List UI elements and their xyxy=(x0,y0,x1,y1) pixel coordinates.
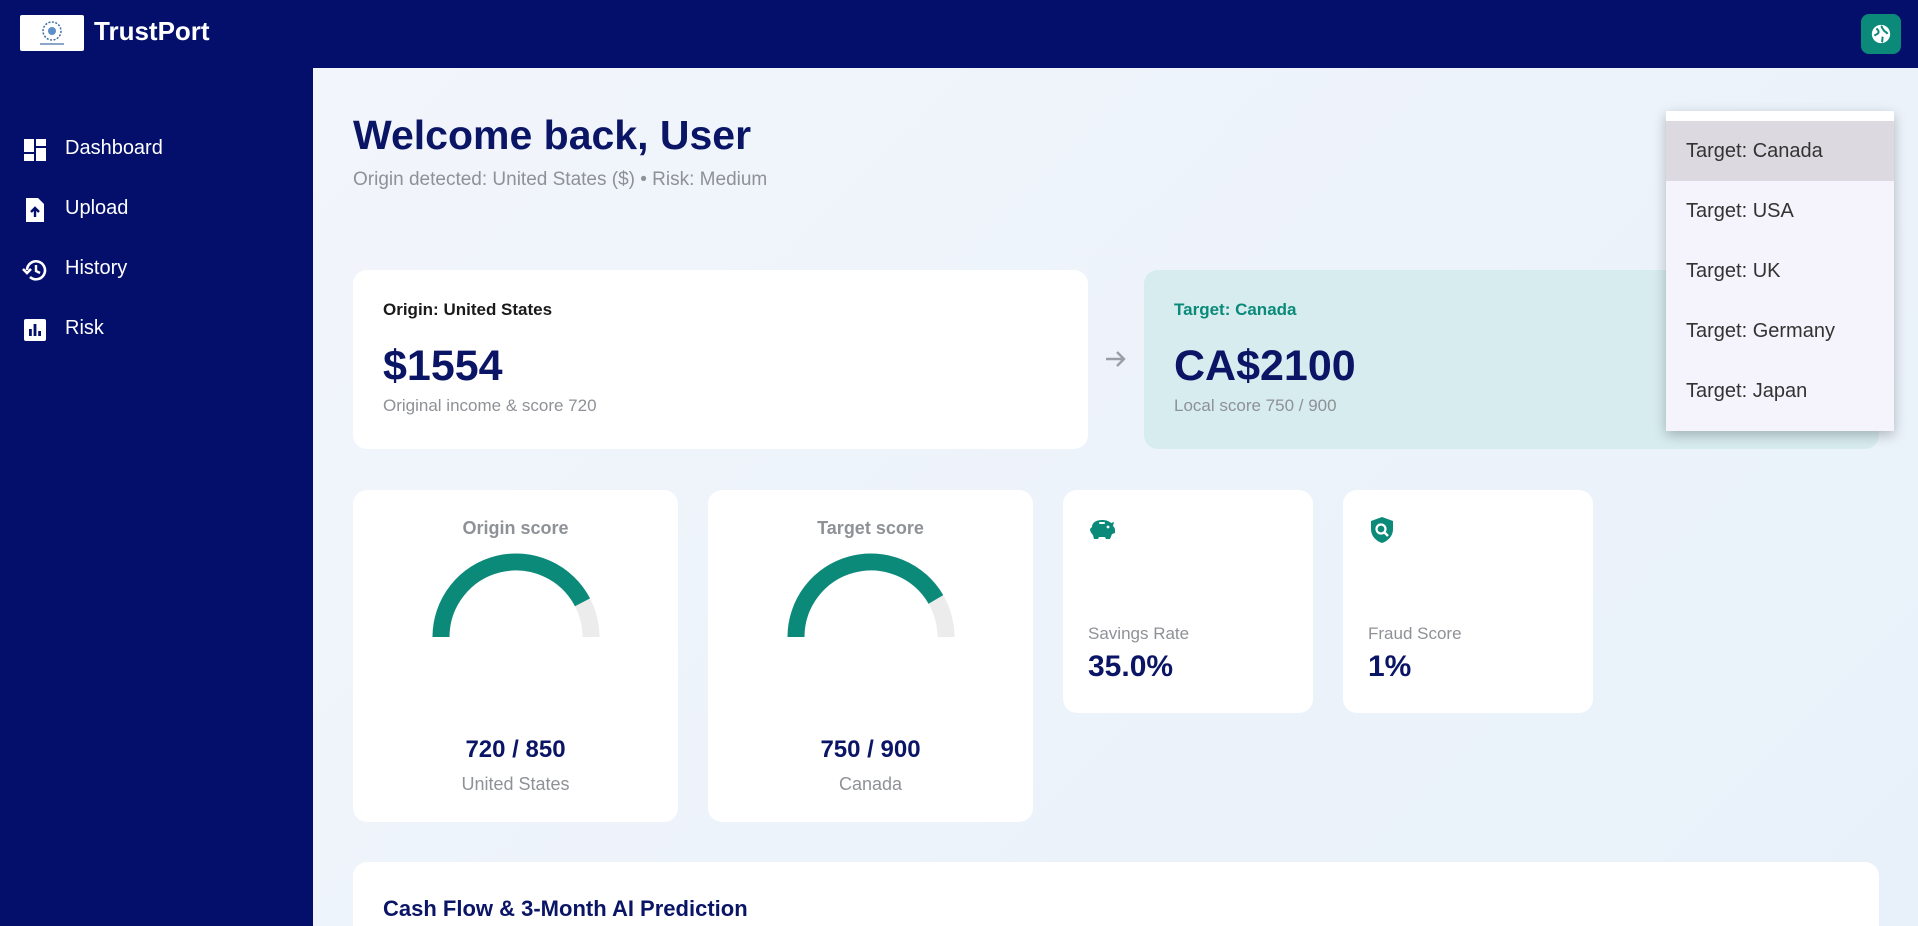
bar-chart-icon xyxy=(22,317,48,343)
savings-rate-card: Savings Rate 35.0% xyxy=(1063,490,1313,713)
origin-risk-info: Origin detected: United States ($) • Ris… xyxy=(353,169,768,190)
score-country: United States xyxy=(461,774,570,794)
top-bar: TrustPort xyxy=(0,0,1918,68)
sidebar-item-label: History xyxy=(65,257,128,279)
origin-score-card: Origin score 720 / 850 United States xyxy=(353,490,678,822)
language-button[interactable] xyxy=(1861,14,1901,54)
logo-icon xyxy=(40,21,64,45)
target-score-gauge xyxy=(787,553,955,638)
page-title: Welcome back, User xyxy=(353,112,752,158)
sidebar-item-label: Upload xyxy=(65,197,129,219)
upload-file-icon xyxy=(22,197,48,223)
score-value: 720 / 850 xyxy=(465,736,566,763)
origin-note: Original income & score 720 xyxy=(383,396,597,415)
metric-label: Fraud Score xyxy=(1368,624,1462,643)
gauge-fill xyxy=(787,553,944,638)
score-value: 750 / 900 xyxy=(820,736,921,763)
origin-card: Origin: United States $1554 Original inc… xyxy=(353,270,1088,449)
sidebar-item-label: Risk xyxy=(65,317,104,339)
sidebar-item-upload[interactable]: Upload xyxy=(0,184,313,234)
arrow-right-icon xyxy=(1106,351,1126,367)
target-note: Local score 750 / 900 xyxy=(1174,396,1337,415)
sidebar-item-risk[interactable]: Risk xyxy=(0,304,313,354)
dropdown-option-canada[interactable]: Target: Canada xyxy=(1666,121,1894,181)
fraud-score-card: Fraud Score 1% xyxy=(1343,490,1593,713)
origin-heading: Origin: United States xyxy=(383,300,553,319)
metric-value: 35.0% xyxy=(1088,650,1174,683)
sidebar-item-dashboard[interactable]: Dashboard xyxy=(0,124,313,174)
cashflow-card: Cash Flow & 3-Month AI Prediction xyxy=(353,862,1879,926)
dropdown-option-germany[interactable]: Target: Germany xyxy=(1686,319,1835,342)
logo[interactable] xyxy=(20,15,84,51)
dropdown-option-usa[interactable]: Target: USA xyxy=(1686,199,1794,222)
sidebar-item-history[interactable]: History xyxy=(0,244,313,294)
sidebar: Dashboard Upload History Risk xyxy=(0,68,313,926)
cashflow-title: Cash Flow & 3-Month AI Prediction xyxy=(383,896,748,921)
metric-value: 1% xyxy=(1368,650,1412,683)
origin-score-gauge xyxy=(432,553,600,638)
brand-name: TrustPort xyxy=(94,16,210,46)
globe-icon xyxy=(1871,24,1891,44)
target-country-dropdown[interactable]: Target: Canada Target: USA Target: UK Ta… xyxy=(1666,111,1894,431)
origin-amount: $1554 xyxy=(383,342,503,390)
gauge-fill xyxy=(432,553,591,638)
target-heading: Target: Canada xyxy=(1174,300,1297,319)
piggy-bank-icon xyxy=(1090,520,1115,539)
dropdown-option-japan[interactable]: Target: Japan xyxy=(1686,379,1808,402)
dropdown-option-uk[interactable]: Target: UK xyxy=(1686,259,1781,282)
history-icon xyxy=(22,257,48,283)
target-score-card: Target score 750 / 900 Canada xyxy=(708,490,1033,822)
shield-search-icon xyxy=(1371,517,1393,543)
score-title: Origin score xyxy=(462,518,569,538)
score-country: Canada xyxy=(838,774,903,794)
target-amount: CA$2100 xyxy=(1174,342,1356,390)
metric-label: Savings Rate xyxy=(1088,624,1190,643)
sidebar-item-label: Dashboard xyxy=(65,137,163,159)
score-title: Target score xyxy=(817,518,924,538)
dashboard-icon xyxy=(22,137,48,163)
